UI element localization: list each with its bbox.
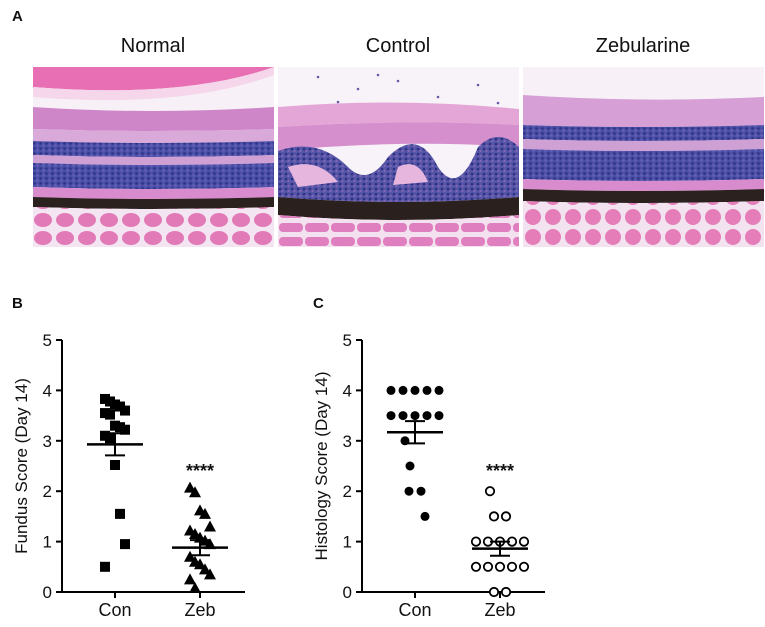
chart-fundus-score: 0 1 2 3 4 5 Fundus Score (Day 14) Con Zeb ****	[12, 331, 245, 620]
data-point-triangle	[184, 550, 196, 562]
image-title-zebularine: Zebularine	[595, 35, 691, 57]
data-point-square	[120, 405, 130, 416]
x-tick-label: Con	[98, 600, 131, 620]
image-title-control: Control	[365, 35, 431, 57]
data-point-square	[110, 459, 120, 470]
y-tick-label: 1	[343, 533, 352, 552]
data-point-circle	[398, 385, 408, 395]
y-tick-label: 0	[43, 583, 52, 602]
data-point-circle	[386, 385, 396, 395]
y-axis-label: Histology Score (Day 14)	[312, 372, 331, 561]
data-point-triangle	[204, 520, 216, 532]
histology-image-control	[278, 67, 519, 247]
y-tick-label: 4	[43, 381, 52, 400]
y-tick-label: 1	[43, 533, 52, 552]
x-tick-label: Zeb	[484, 600, 515, 620]
data-point-square	[120, 424, 130, 435]
data-point-open-circle	[518, 561, 530, 572]
y-tick-label: 5	[343, 331, 352, 350]
panel-letter-a: A	[12, 8, 23, 25]
data-point-triangle	[204, 538, 216, 550]
data-point-circle	[410, 385, 420, 395]
data-point-open-circle	[494, 561, 506, 572]
data-point-open-circle	[506, 561, 518, 572]
data-point-circle	[434, 385, 444, 395]
data-point-triangle	[184, 573, 196, 585]
data-point-triangle	[199, 563, 211, 575]
data-point-circle	[420, 511, 430, 521]
data-point-circle	[422, 385, 432, 395]
image-title-normal: Normal	[120, 35, 186, 57]
data-point-circle	[410, 411, 420, 421]
data-point-square	[105, 409, 115, 420]
y-tick-label: 0	[343, 583, 352, 602]
data-point-open-circle	[500, 511, 512, 522]
data-point-circle	[404, 486, 414, 496]
data-point-circle	[405, 461, 415, 471]
data-point-triangle	[194, 558, 206, 570]
data-point-square	[115, 508, 125, 519]
data-point-triangle	[204, 568, 216, 580]
y-tick-label: 2	[43, 482, 52, 501]
y-axis-label: Fundus Score (Day 14)	[12, 378, 31, 554]
y-tick-label: 4	[343, 381, 352, 400]
data-point-circle	[386, 411, 396, 421]
data-point-square	[105, 433, 115, 444]
data-point-circle	[398, 411, 408, 421]
data-point-open-circle	[500, 586, 512, 598]
y-tick-label: 3	[343, 432, 352, 451]
data-point-triangle	[189, 581, 201, 593]
chart-histology-score: 0 1 2 3 4 5 Histology Score (Day 14) Con Zeb ****	[312, 331, 545, 620]
data-point-open-circle	[484, 486, 496, 497]
x-tick-label: Zeb	[184, 600, 215, 620]
panel-letter-c: C	[313, 295, 324, 312]
x-tick-label: Con	[398, 600, 431, 620]
data-point-open-circle	[470, 536, 482, 547]
data-point-triangle	[199, 507, 211, 519]
data-point-open-circle	[470, 561, 482, 572]
data-point-open-circle	[488, 586, 500, 598]
data-point-circle	[416, 486, 426, 496]
significance-label: ****	[486, 461, 514, 481]
histology-image-zebularine	[523, 67, 764, 247]
data-point-open-circle	[482, 561, 494, 572]
y-tick-label: 3	[43, 432, 52, 451]
data-point-circle	[434, 411, 444, 421]
y-tick-label: 5	[43, 331, 52, 350]
significance-label: ****	[186, 461, 214, 481]
y-tick-label: 2	[343, 482, 352, 501]
data-point-triangle	[189, 486, 201, 498]
data-point-open-circle	[518, 536, 530, 547]
data-point-square	[120, 539, 130, 550]
histology-image-normal	[33, 67, 274, 247]
data-point-square	[100, 561, 110, 572]
data-point-open-circle	[488, 511, 500, 522]
panel-letter-b: B	[12, 295, 23, 312]
data-point-circle	[422, 411, 432, 421]
